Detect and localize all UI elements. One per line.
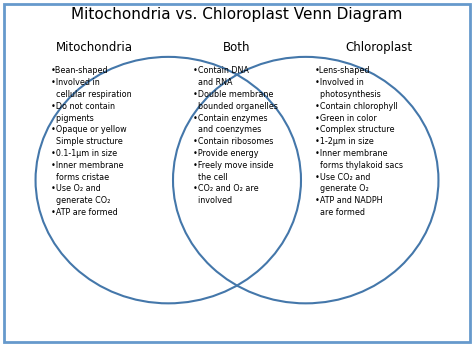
Text: Mitochondria vs. Chloroplast Venn Diagram: Mitochondria vs. Chloroplast Venn Diagra… bbox=[71, 7, 403, 22]
Text: Both: Both bbox=[223, 41, 251, 54]
Text: Mitochondria: Mitochondria bbox=[56, 41, 133, 54]
Text: •Lens-shaped
•Involved in
  photosynthesis
•Contain chlorophyll
•Green in color
: •Lens-shaped •Involved in photosynthesis… bbox=[315, 66, 403, 217]
FancyBboxPatch shape bbox=[4, 4, 470, 342]
Text: •Contain DNA
  and RNA
•Double membrane
  bounded organelles
•Contain enzymes
  : •Contain DNA and RNA •Double membrane bo… bbox=[193, 66, 278, 205]
Text: Chloroplast: Chloroplast bbox=[346, 41, 413, 54]
Text: •Bean-shaped
•Involved in
  cellular respiration
•Do not contain
  pigments
•Opa: •Bean-shaped •Involved in cellular respi… bbox=[51, 66, 132, 217]
